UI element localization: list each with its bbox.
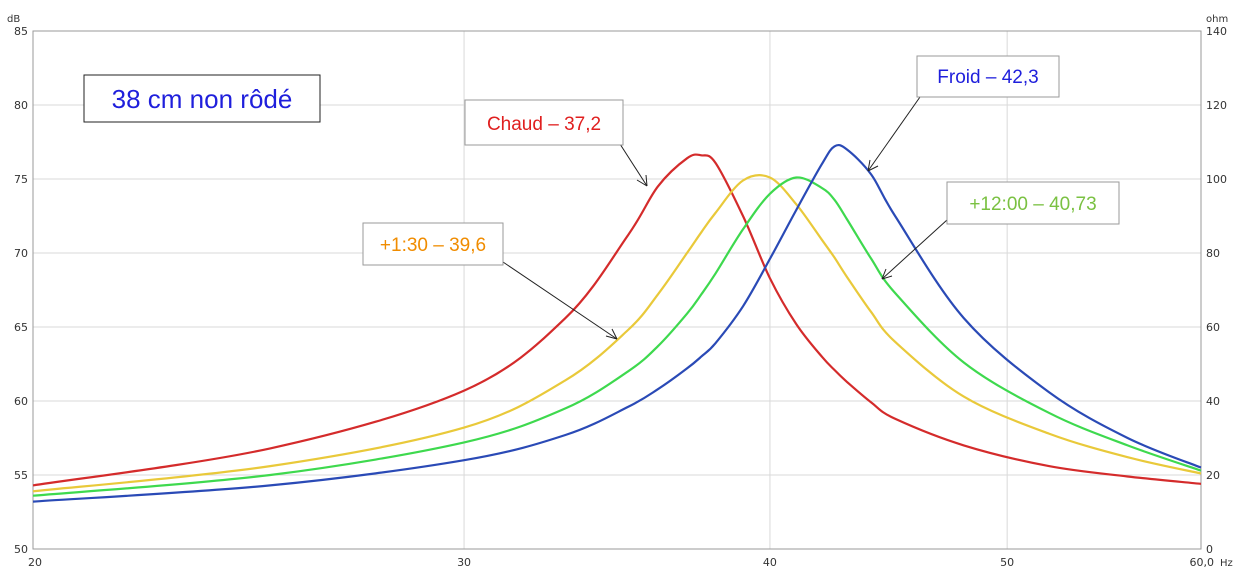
x-tick-label: 60,0	[1190, 556, 1215, 569]
x-tick-label: 50	[1000, 556, 1014, 569]
chaud-label: Chaud – 37,2	[487, 114, 601, 135]
froid-arrow	[867, 96, 921, 172]
title-annotation: 38 cm non rôdé	[112, 84, 293, 114]
chaud-arrow	[619, 143, 648, 187]
plus-1200-arrowhead	[881, 268, 893, 280]
right-tick-label: 0	[1206, 543, 1213, 556]
x-tick-label: 30	[457, 556, 471, 569]
right-axis-unit: ohm	[1206, 14, 1228, 25]
left-tick-label: 85	[14, 25, 28, 38]
right-tick-label: 80	[1206, 247, 1220, 260]
plot-frame	[32, 30, 1202, 550]
series-line-0	[32, 153, 1202, 487]
left-tick-label: 50	[14, 543, 28, 556]
title-box: 38 cm non rôdé	[83, 74, 321, 123]
right-tick-label: 100	[1206, 173, 1227, 186]
right-tick-label: 40	[1206, 395, 1220, 408]
left-tick-label: 75	[14, 173, 28, 186]
left-tick-label: 55	[14, 469, 28, 482]
froid-label-box: Froid – 42,3	[916, 55, 1060, 98]
right-tick-label: 60	[1206, 321, 1220, 334]
right-tick-label: 120	[1206, 99, 1227, 112]
plus-1200-label-box: +12:00 – 40,73	[946, 181, 1120, 225]
left-tick-label: 70	[14, 247, 28, 260]
x-axis-unit: Hz	[1220, 558, 1233, 569]
right-tick-label: 20	[1206, 469, 1220, 482]
left-tick-label: 60	[14, 395, 28, 408]
tick-labels: 20 30 40 50 60,0 50 55 60 65 70 75 80 85 0 20 40 60 80 100…	[14, 25, 1227, 569]
plus-1200-arrow	[881, 219, 948, 280]
froid-arrowhead	[867, 159, 879, 172]
right-tick-label: 140	[1206, 25, 1227, 38]
plus-130-label: +1:30 – 39,6	[380, 235, 486, 256]
plus-1200-label: +12:00 – 40,73	[969, 194, 1096, 215]
plus-130-label-box: +1:30 – 39,6	[362, 222, 504, 266]
chaud-label-box: Chaud – 37,2	[464, 99, 624, 146]
left-axis-unit: dB	[7, 14, 20, 25]
left-tick-label: 65	[14, 321, 28, 334]
left-tick-label: 80	[14, 99, 28, 112]
plus-130-arrowhead	[605, 328, 618, 340]
plus-130-arrow	[502, 261, 618, 340]
x-tick-label: 40	[763, 556, 777, 569]
annotation-arrows	[502, 96, 948, 340]
series-lines	[32, 143, 1202, 503]
chaud-arrowhead	[636, 174, 648, 187]
series-line-2	[32, 176, 1202, 497]
x-tick-label: 20	[28, 556, 42, 569]
series-line-3	[32, 143, 1202, 503]
froid-label: Froid – 42,3	[937, 67, 1038, 88]
series-line-1	[32, 174, 1202, 493]
